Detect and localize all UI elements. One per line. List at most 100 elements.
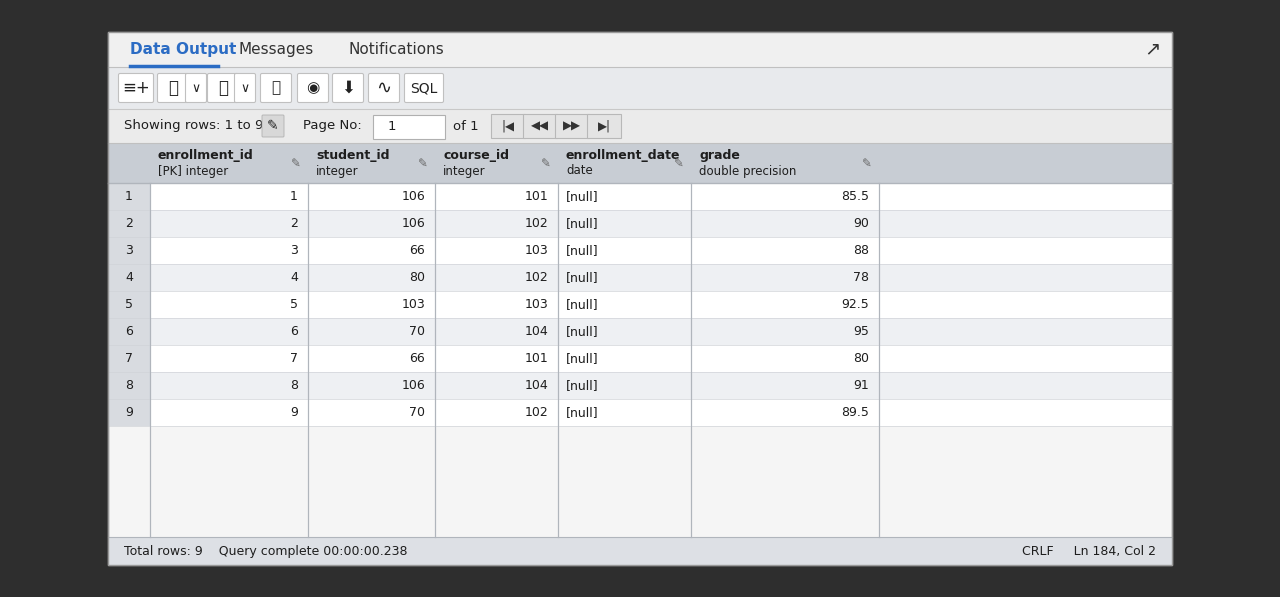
Text: ✎: ✎ bbox=[291, 156, 301, 170]
Text: of 1: of 1 bbox=[453, 119, 479, 133]
Text: 80: 80 bbox=[410, 271, 425, 284]
Text: 7: 7 bbox=[291, 352, 298, 365]
Text: 106: 106 bbox=[401, 190, 425, 203]
Bar bbox=[108, 399, 1172, 426]
Bar bbox=[108, 109, 1172, 143]
Text: integer: integer bbox=[443, 165, 485, 177]
Text: integer: integer bbox=[316, 165, 358, 177]
FancyBboxPatch shape bbox=[262, 115, 284, 137]
Text: 7: 7 bbox=[125, 352, 133, 365]
Text: CRLF     Ln 184, Col 2: CRLF Ln 184, Col 2 bbox=[1021, 544, 1156, 558]
Text: ✎: ✎ bbox=[268, 119, 279, 133]
Bar bbox=[108, 32, 1172, 565]
Text: ∨: ∨ bbox=[192, 82, 201, 94]
Text: date: date bbox=[566, 165, 593, 177]
Text: 5: 5 bbox=[291, 298, 298, 311]
FancyBboxPatch shape bbox=[556, 114, 589, 138]
Text: ✎: ✎ bbox=[419, 156, 428, 170]
Bar bbox=[108, 237, 1172, 264]
Text: 2: 2 bbox=[125, 217, 133, 230]
Bar bbox=[108, 372, 1172, 399]
Bar bbox=[108, 210, 1172, 237]
Text: Data Output: Data Output bbox=[131, 42, 237, 57]
Text: 6: 6 bbox=[125, 325, 133, 338]
Text: 70: 70 bbox=[410, 406, 425, 419]
Text: 106: 106 bbox=[401, 217, 425, 230]
Text: [PK] integer: [PK] integer bbox=[157, 165, 228, 177]
Text: 104: 104 bbox=[525, 379, 548, 392]
Text: 66: 66 bbox=[410, 352, 425, 365]
Text: Total rows: 9    Query complete 00:00:00.238: Total rows: 9 Query complete 00:00:00.23… bbox=[124, 544, 407, 558]
Text: SQL: SQL bbox=[411, 81, 438, 95]
Text: enrollment_date: enrollment_date bbox=[566, 149, 681, 162]
Text: 88: 88 bbox=[852, 244, 869, 257]
Text: 95: 95 bbox=[854, 325, 869, 338]
Text: enrollment_id: enrollment_id bbox=[157, 149, 253, 162]
Text: [null]: [null] bbox=[566, 244, 599, 257]
FancyBboxPatch shape bbox=[261, 73, 292, 103]
Text: [null]: [null] bbox=[566, 352, 599, 365]
Bar bbox=[108, 345, 150, 372]
Text: 1: 1 bbox=[388, 119, 397, 133]
Text: grade: grade bbox=[699, 149, 740, 162]
Text: ∨: ∨ bbox=[241, 82, 250, 94]
Text: 4: 4 bbox=[291, 271, 298, 284]
Bar bbox=[108, 67, 1172, 109]
Text: 103: 103 bbox=[525, 244, 548, 257]
Text: 101: 101 bbox=[525, 352, 548, 365]
Text: [null]: [null] bbox=[566, 406, 599, 419]
Text: ≡+: ≡+ bbox=[122, 79, 150, 97]
Text: 103: 103 bbox=[401, 298, 425, 311]
Text: 91: 91 bbox=[854, 379, 869, 392]
Text: 2: 2 bbox=[291, 217, 298, 230]
Text: [null]: [null] bbox=[566, 298, 599, 311]
FancyBboxPatch shape bbox=[333, 73, 364, 103]
Text: 9: 9 bbox=[291, 406, 298, 419]
Text: ◀◀: ◀◀ bbox=[531, 119, 549, 133]
Bar bbox=[108, 143, 1172, 183]
Text: ↗: ↗ bbox=[1144, 39, 1160, 58]
Bar bbox=[108, 32, 1172, 67]
Text: 102: 102 bbox=[525, 217, 548, 230]
Bar bbox=[108, 291, 150, 318]
Bar bbox=[108, 32, 1172, 565]
FancyBboxPatch shape bbox=[492, 114, 525, 138]
Text: course_id: course_id bbox=[443, 149, 509, 162]
Text: [null]: [null] bbox=[566, 325, 599, 338]
FancyBboxPatch shape bbox=[404, 73, 443, 103]
FancyBboxPatch shape bbox=[234, 73, 256, 103]
FancyBboxPatch shape bbox=[157, 73, 188, 103]
Text: ▶▶: ▶▶ bbox=[563, 119, 581, 133]
Text: 103: 103 bbox=[525, 298, 548, 311]
Text: 106: 106 bbox=[401, 379, 425, 392]
Text: 1: 1 bbox=[125, 190, 133, 203]
Bar bbox=[108, 183, 1172, 210]
Text: 92.5: 92.5 bbox=[841, 298, 869, 311]
Bar bbox=[108, 318, 150, 345]
Text: [null]: [null] bbox=[566, 190, 599, 203]
Text: [null]: [null] bbox=[566, 217, 599, 230]
Text: ✎: ✎ bbox=[675, 156, 684, 170]
FancyBboxPatch shape bbox=[588, 114, 621, 138]
Text: 89.5: 89.5 bbox=[841, 406, 869, 419]
Text: 80: 80 bbox=[852, 352, 869, 365]
Bar bbox=[108, 183, 150, 210]
Bar bbox=[108, 318, 1172, 345]
Text: ◉: ◉ bbox=[306, 81, 320, 96]
Text: 8: 8 bbox=[125, 379, 133, 392]
Text: 4: 4 bbox=[125, 271, 133, 284]
Text: 102: 102 bbox=[525, 271, 548, 284]
Text: 6: 6 bbox=[291, 325, 298, 338]
Text: ▶|: ▶| bbox=[598, 119, 611, 133]
FancyBboxPatch shape bbox=[186, 73, 206, 103]
Text: 3: 3 bbox=[125, 244, 133, 257]
Text: 3: 3 bbox=[291, 244, 298, 257]
Text: [null]: [null] bbox=[566, 379, 599, 392]
Text: Notifications: Notifications bbox=[348, 42, 444, 57]
Text: 9: 9 bbox=[125, 406, 133, 419]
Text: 85.5: 85.5 bbox=[841, 190, 869, 203]
Text: 101: 101 bbox=[525, 190, 548, 203]
Text: double precision: double precision bbox=[699, 165, 796, 177]
Text: student_id: student_id bbox=[316, 149, 389, 162]
Bar bbox=[108, 537, 1172, 565]
